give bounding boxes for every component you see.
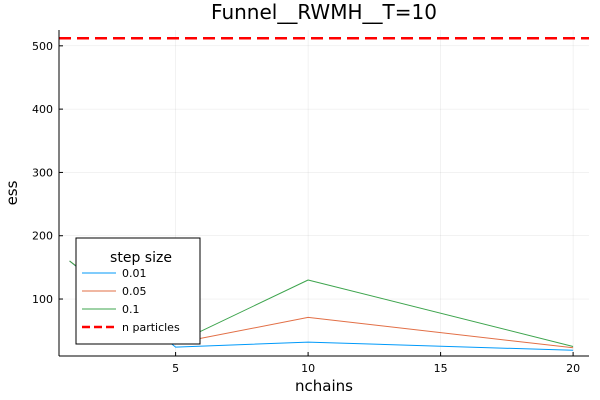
y-tick-label: 400 — [32, 103, 53, 116]
legend-label: n particles — [122, 321, 180, 334]
y-axis-label: ess — [3, 180, 21, 205]
legend-label: 0.05 — [122, 285, 147, 298]
ticks: 5 10 15 20 100 200 300 400 500 — [32, 40, 580, 375]
x-tick-label: 20 — [566, 362, 580, 375]
x-tick-label: 15 — [434, 362, 448, 375]
legend-label: 0.01 — [122, 267, 147, 280]
y-tick-label: 100 — [32, 293, 53, 306]
legend: step size 0.01 0.05 0.1 n particles — [75, 237, 201, 345]
y-tick-label: 200 — [32, 230, 53, 243]
axes — [58, 30, 589, 357]
chart-title: Funnel__RWMH__T=10 — [211, 0, 437, 24]
x-tick-label: 10 — [301, 362, 315, 375]
grid — [59, 30, 589, 356]
legend-title: step size — [110, 250, 172, 266]
x-axis-label: nchains — [295, 377, 353, 395]
y-tick-label: 500 — [32, 40, 53, 53]
legend-items: 0.01 0.05 0.1 n particles — [82, 267, 180, 334]
legend-label: 0.1 — [122, 303, 140, 316]
y-tick-label: 300 — [32, 166, 53, 179]
x-tick-label: 5 — [172, 362, 179, 375]
